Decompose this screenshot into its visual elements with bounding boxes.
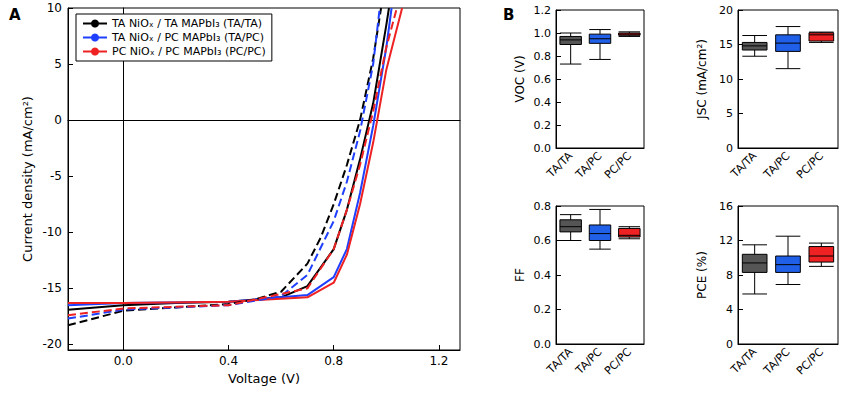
svg-text:-15: -15 (42, 281, 62, 295)
svg-text:TA/TA: TA/TA (728, 345, 760, 377)
svg-text:PC/PC: PC/PC (602, 149, 634, 181)
svg-text:0.4: 0.4 (534, 269, 552, 282)
svg-text:TA/PC: TA/PC (761, 345, 793, 377)
svg-text:TA NiOₓ / PC MAPbI₃ (TA/PC): TA NiOₓ / PC MAPbI₃ (TA/PC) (111, 31, 264, 44)
svg-text:15: 15 (719, 38, 733, 51)
svg-text:5: 5 (726, 107, 733, 120)
svg-text:0.8: 0.8 (534, 50, 552, 63)
svg-text:PC/PC: PC/PC (794, 345, 826, 377)
svg-text:Voltage (V): Voltage (V) (228, 371, 300, 386)
svg-text:1.0: 1.0 (534, 27, 552, 40)
svg-text:0.0: 0.0 (534, 142, 552, 155)
svg-text:PC/PC: PC/PC (602, 345, 634, 377)
svg-text:5: 5 (54, 57, 62, 71)
svg-text:TA/PC: TA/PC (573, 149, 605, 181)
svg-text:TA NiOₓ / TA MAPbI₃ (TA/TA): TA NiOₓ / TA MAPbI₃ (TA/TA) (111, 17, 262, 30)
svg-text:0.8: 0.8 (324, 354, 343, 368)
svg-text:10: 10 (47, 1, 62, 15)
svg-text:0.8: 0.8 (534, 200, 552, 213)
svg-text:8: 8 (726, 269, 733, 282)
svg-text:20: 20 (719, 4, 733, 17)
svg-text:0: 0 (726, 142, 733, 155)
svg-text:-10: -10 (42, 225, 62, 239)
svg-text:TA/TA: TA/TA (544, 345, 576, 377)
svg-text:TA/TA: TA/TA (728, 149, 760, 181)
svg-text:JSC (mA/cm²): JSC (mA/cm²) (695, 39, 709, 120)
svg-text:0.4: 0.4 (219, 354, 238, 368)
svg-text:0.0: 0.0 (534, 338, 552, 351)
svg-text:4: 4 (726, 303, 733, 316)
svg-text:16: 16 (719, 200, 733, 213)
svg-text:PC NiOₓ / PC MAPbI₃ (PC/PC): PC NiOₓ / PC MAPbI₃ (PC/PC) (112, 45, 266, 58)
svg-text:0.2: 0.2 (534, 119, 552, 132)
svg-text:FF: FF (513, 268, 527, 282)
svg-text:0.0: 0.0 (114, 354, 133, 368)
svg-text:10: 10 (719, 73, 733, 86)
svg-text:0.2: 0.2 (534, 303, 552, 316)
svg-text:0.6: 0.6 (534, 234, 552, 247)
svg-text:A: A (9, 6, 21, 24)
svg-text:1.2: 1.2 (534, 4, 552, 17)
svg-text:0: 0 (726, 338, 733, 351)
svg-text:TA/TA: TA/TA (544, 149, 576, 181)
svg-text:-5: -5 (50, 169, 62, 183)
svg-text:12: 12 (719, 234, 733, 247)
svg-text:0.4: 0.4 (534, 96, 552, 109)
svg-text:TA/PC: TA/PC (573, 345, 605, 377)
svg-text:0.6: 0.6 (534, 73, 552, 86)
svg-text:-20: -20 (42, 337, 62, 351)
svg-text:1.2: 1.2 (429, 354, 448, 368)
svg-text:B: B (503, 6, 514, 24)
svg-text:TA/PC: TA/PC (761, 149, 793, 181)
svg-text:VOC (V): VOC (V) (513, 55, 527, 102)
svg-text:0: 0 (54, 113, 62, 127)
svg-text:PC/PC: PC/PC (794, 149, 826, 181)
svg-text:PCE (%): PCE (%) (695, 251, 709, 299)
svg-text:Current density (mA/cm²): Current density (mA/cm²) (20, 96, 35, 262)
